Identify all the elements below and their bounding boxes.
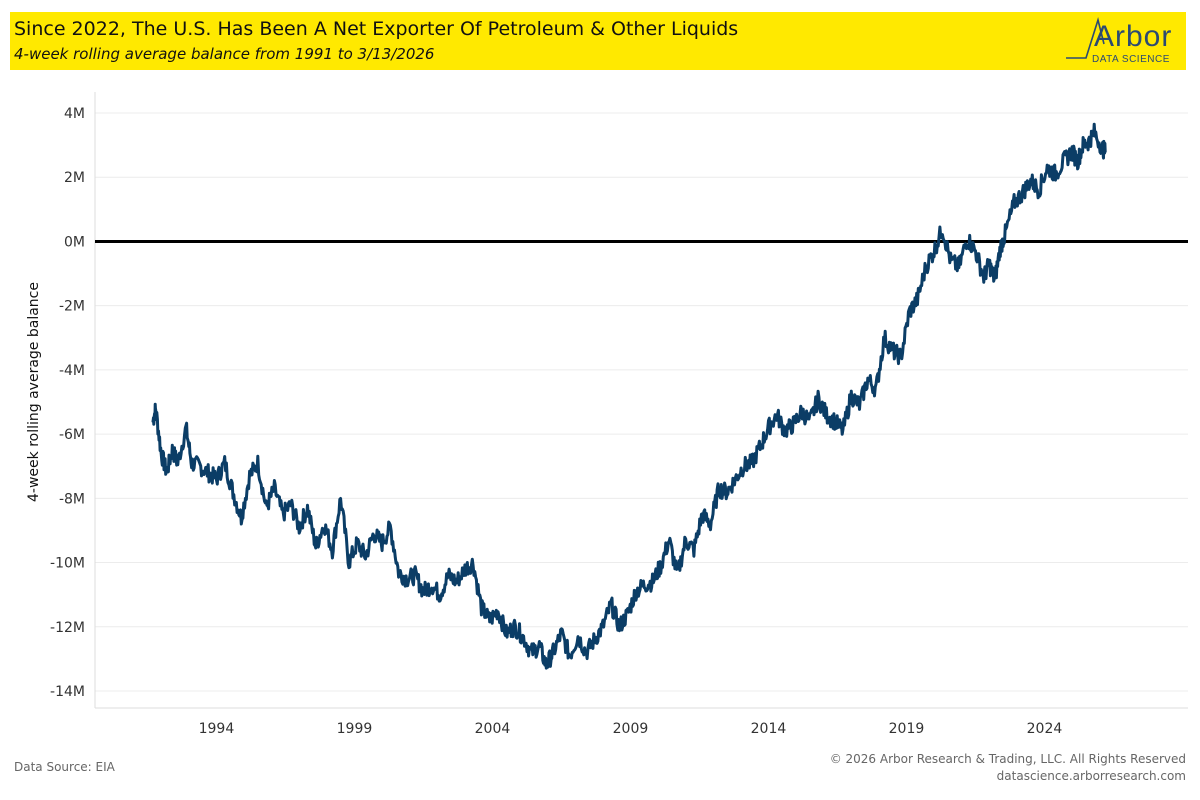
y-tick-label: 2M — [64, 170, 85, 186]
y-tick-label: -14M — [50, 684, 85, 700]
x-tick-label: 2019 — [889, 721, 925, 737]
axes — [94, 92, 1188, 709]
y-tick-label: -10M — [50, 556, 85, 572]
y-tick-label: 4M — [64, 106, 85, 122]
website-link[interactable]: datascience.arborresearch.com — [996, 769, 1186, 783]
data-source: Data Source: EIA — [14, 760, 115, 774]
gridlines — [95, 112, 1188, 692]
logo-brand: Arbor — [1094, 20, 1173, 53]
series-line-balance — [151, 122, 1107, 670]
chart-title: Since 2022, The U.S. Has Been A Net Expo… — [14, 18, 739, 40]
x-tick-labels: 1994 1999 2004 2009 2014 2019 2024 — [199, 721, 1063, 737]
title-banner: Since 2022, The U.S. Has Been A Net Expo… — [10, 12, 1186, 70]
x-tick-label: 2004 — [475, 721, 511, 737]
y-axis-label: 4-week rolling average balance — [26, 282, 42, 502]
y-tick-label: -6M — [59, 427, 85, 443]
logo-subtitle: DATA SCIENCE — [1092, 54, 1170, 65]
x-tick-label: 1994 — [199, 721, 235, 737]
arbor-logo: Arbor DATA SCIENCE — [1064, 14, 1182, 68]
y-tick-label: -8M — [59, 491, 85, 507]
x-tick-label: 1999 — [337, 721, 373, 737]
x-tick-label: 2024 — [1027, 721, 1063, 737]
copyright-notice: © 2026 Arbor Research & Trading, LLC. Al… — [829, 752, 1186, 766]
chart-subtitle: 4-week rolling average balance from 1991… — [14, 45, 435, 63]
y-tick-label: -12M — [50, 620, 85, 636]
y-tick-labels: 4M 2M 0M -2M -4M -6M -8M -10M -12M -14M — [50, 106, 85, 700]
x-tick-label: 2009 — [613, 721, 649, 737]
y-tick-label: 0M — [64, 234, 85, 250]
x-tick-label: 2014 — [751, 721, 787, 737]
arbor-logo-mark-icon — [1066, 17, 1105, 59]
y-tick-label: -2M — [59, 299, 85, 315]
y-tick-label: -4M — [59, 363, 85, 379]
